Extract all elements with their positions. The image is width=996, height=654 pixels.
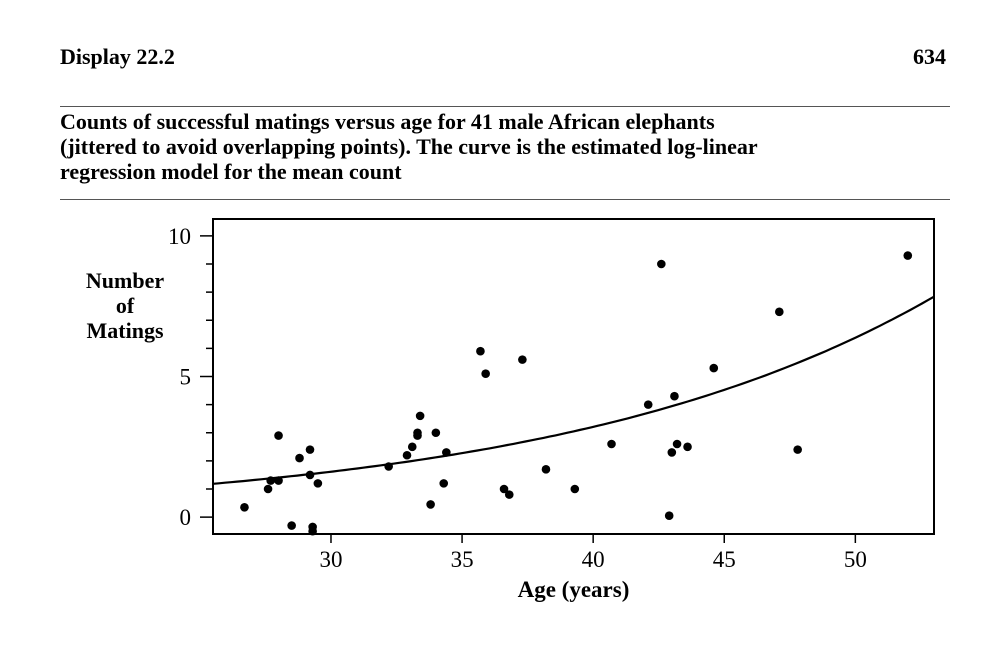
x-tick-label: 50 (844, 547, 867, 572)
data-point (415, 411, 425, 421)
y-axis-label-line: of (115, 293, 135, 318)
data-point (476, 346, 485, 356)
data-point (287, 521, 296, 530)
data-point (793, 445, 802, 454)
data-point (305, 470, 315, 480)
data-point (274, 431, 283, 440)
data-point (672, 439, 682, 449)
y-tick-label: 5 (180, 365, 192, 390)
x-tick-label: 35 (451, 547, 474, 572)
data-point (313, 479, 323, 488)
data-point (481, 369, 490, 378)
x-tick-label: 45 (713, 547, 736, 572)
y-axis-label-line: Matings (86, 318, 164, 343)
data-point (518, 355, 527, 364)
data-point (709, 363, 719, 373)
data-point (683, 442, 692, 452)
data-point (431, 428, 441, 438)
data-point (426, 500, 435, 509)
data-point (308, 526, 317, 536)
data-point (263, 484, 273, 494)
data-point (295, 453, 304, 463)
caption-line: (jittered to avoid overlapping points). … (60, 134, 758, 159)
data-point (643, 400, 653, 409)
data-point (664, 511, 674, 521)
caption-line: regression model for the mean count (60, 159, 402, 184)
data-point (570, 484, 580, 494)
fitted-curve (212, 295, 935, 485)
data-point (667, 448, 677, 457)
display-label: Display 22.2 (60, 44, 175, 69)
y-tick-label: 10 (168, 224, 191, 249)
caption-line: Counts of successful matings versus age … (60, 109, 715, 134)
y-axis-label: Number of Matings (60, 268, 190, 343)
y-axis-label-line: Number (85, 268, 165, 293)
data-point (266, 476, 275, 485)
x-tick-label: 30 (319, 547, 342, 572)
x-axis-label: Age (years) (518, 577, 630, 602)
data-point (240, 502, 249, 512)
data-point (413, 431, 422, 440)
data-point (305, 445, 315, 454)
data-point (657, 259, 666, 269)
data-point (504, 490, 514, 499)
y-tick-label: 0 (180, 505, 192, 530)
data-point (499, 484, 509, 494)
data-point (407, 442, 417, 452)
caption-top-rule (60, 106, 950, 107)
data-point (670, 391, 679, 401)
data-point (775, 307, 784, 317)
figure-caption: Counts of successful matings versus age … (60, 109, 960, 184)
data-point (439, 479, 449, 488)
page-number: 634 (913, 44, 946, 69)
data-point (903, 251, 913, 260)
data-point (607, 439, 616, 449)
display-header: Display 22.2 634 (60, 44, 946, 74)
data-point (541, 465, 551, 474)
x-tick-label: 40 (582, 547, 605, 572)
data-point (274, 476, 283, 485)
data-point (402, 450, 412, 460)
data-point (384, 462, 393, 471)
data-point (442, 448, 451, 457)
caption-bottom-rule (60, 199, 950, 200)
